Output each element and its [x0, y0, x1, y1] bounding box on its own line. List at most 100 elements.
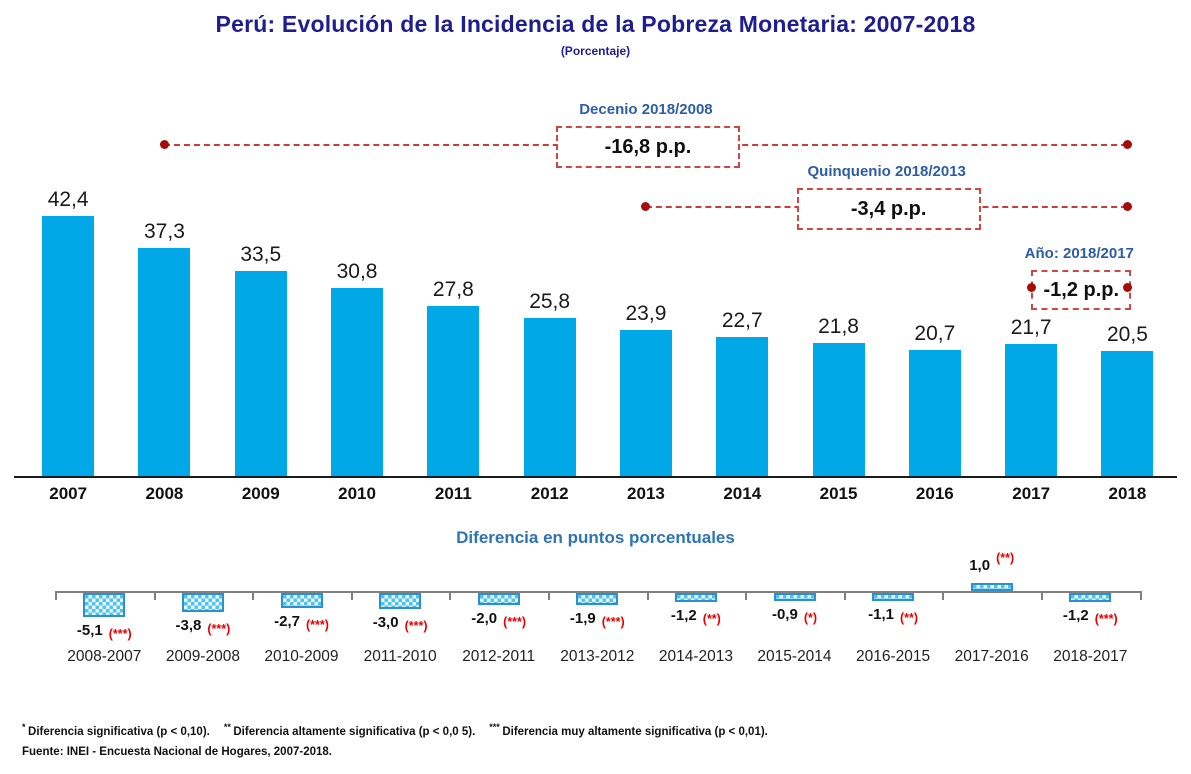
diff-significance-marker: (***) — [207, 622, 231, 637]
bar-2017 — [1005, 343, 1058, 477]
diff-bar-2010-2009 — [280, 593, 323, 608]
bar-2015 — [812, 342, 865, 477]
annotation-label: Año: 2018/2017 — [1024, 245, 1134, 262]
x-axis-label: 2008 — [145, 484, 184, 503]
annotation-label: Quinquenio 2018/2013 — [807, 163, 966, 180]
bar-value-label: 27,8 — [432, 278, 474, 302]
diff-significance-marker: (***) — [305, 617, 329, 632]
diff-category-label: 2011-2010 — [363, 648, 437, 665]
annotation-endpoint-dot — [1122, 140, 1132, 149]
diff-value-label: -1,2 — [1062, 606, 1089, 624]
diff-value-label: -2,7 — [274, 612, 300, 630]
x-axis-label: 2017 — [1012, 484, 1051, 503]
bar-value-label: 23,9 — [625, 302, 667, 325]
x-axis-label: 2018 — [1108, 484, 1147, 503]
x-axis-label: 2012 — [530, 484, 569, 503]
diff-significance-marker: (***) — [601, 614, 625, 629]
diff-value-group: -2,7 (***) — [232, 612, 372, 632]
diff-value-group: -3,8 (***) — [133, 617, 273, 637]
diff-bar-2012-2011 — [477, 593, 520, 605]
diff-value-group: -1,1 (**) — [823, 606, 963, 626]
axis-tick — [55, 592, 57, 600]
diff-value-group: -2,0 (***) — [429, 610, 569, 629]
diff-value-group: -1,2 (**) — [626, 607, 766, 626]
diff-value-group: -0,9 (*) — [725, 605, 865, 625]
bar-value-label: 21,8 — [818, 314, 859, 338]
axis-tick — [1139, 592, 1142, 600]
diff-significance-marker: (*) — [803, 610, 818, 625]
bar-value-label: 42,4 — [47, 188, 89, 212]
footnote-segment: *** Diferencia muy altamente significati… — [489, 722, 768, 738]
diff-value-group: -1,2 (***) — [1020, 606, 1160, 626]
x-axis-label: 2016 — [915, 484, 954, 503]
axis-tick — [942, 592, 945, 600]
bar-2009 — [234, 270, 287, 477]
annotation-value-box: -3,4 p.p. — [796, 188, 981, 230]
diff-bar-2018-2017 — [1069, 593, 1112, 602]
axis-tick — [745, 592, 748, 600]
diff-significance-marker: (**) — [996, 551, 1015, 565]
bar-2013 — [619, 330, 672, 477]
bar-value-label: 25,8 — [529, 290, 571, 314]
source-footnote: Fuente: INEI - Encuesta Nacional de Hoga… — [22, 746, 332, 758]
x-axis-label: 2014 — [723, 484, 762, 503]
diff-value-label: -3,8 — [175, 617, 202, 635]
diff-value-group: -3,0 (***) — [330, 614, 470, 633]
diff-value-label: -0,9 — [771, 605, 798, 623]
axis-tick — [646, 592, 649, 600]
diff-category-label: 2015-2014 — [757, 648, 832, 665]
diff-category-label: 2013-2012 — [560, 648, 635, 665]
annotation-label: Decenio 2018/2008 — [579, 101, 713, 118]
bar-value-label: 21,7 — [1010, 315, 1052, 339]
bar-2007 — [42, 216, 95, 477]
diff-value-label: -1,1 — [868, 606, 894, 624]
diff-chart-title: Diferencia en puntos porcentuales — [456, 528, 735, 547]
x-axis-label: 2010 — [338, 484, 376, 503]
bar-value-label: 30,8 — [336, 259, 378, 283]
diff-bar-2009-2008 — [181, 593, 224, 613]
diff-value-group: -5,1 (***) — [34, 622, 174, 642]
diff-value-group: 1,0 (**) — [922, 551, 1062, 574]
diff-category-label: 2016-2015 — [856, 648, 931, 665]
x-axis-label: 2013 — [627, 484, 665, 503]
diff-category-label: 2010-2009 — [264, 648, 339, 665]
bar-2018 — [1101, 350, 1154, 477]
diff-significance-marker: (***) — [1094, 611, 1118, 626]
bar-2012 — [523, 318, 576, 477]
x-axis-label: 2007 — [49, 484, 88, 503]
x-axis-label: 2009 — [241, 484, 280, 503]
diff-category-label: 2017-2016 — [954, 648, 1029, 665]
diff-bar-2014-2013 — [674, 593, 717, 602]
diff-bar-2015-2014 — [773, 593, 816, 601]
diff-category-label: 2008-2007 — [67, 648, 142, 665]
annotation-endpoint-dot — [641, 202, 651, 211]
diff-bar-2016-2015 — [872, 593, 915, 602]
diff-category-label: 2012-2011 — [462, 648, 536, 665]
diff-bar-2013-2012 — [576, 593, 619, 605]
diff-significance-marker: (***) — [108, 627, 132, 642]
main-x-axis — [14, 476, 1177, 478]
bar-2011 — [427, 306, 480, 477]
diff-significance-marker: (**) — [899, 611, 919, 626]
bar-value-label: 33,5 — [240, 242, 282, 266]
diff-bar-2011-2010 — [379, 593, 422, 609]
bar-value-label: 22,7 — [721, 309, 763, 333]
diff-significance-marker: (***) — [404, 619, 428, 633]
bar-value-label: 20,7 — [914, 321, 956, 345]
diff-value-group: -1,9 (***) — [527, 610, 667, 629]
annotation-endpoint-dot — [1026, 283, 1036, 292]
diff-bar-2008-2007 — [83, 593, 126, 618]
diff-x-axis — [55, 591, 1142, 593]
x-axis-label: 2011 — [434, 484, 472, 503]
x-axis-label: 2015 — [819, 484, 858, 503]
page-title: Perú: Evolución de la Incidencia de la P… — [215, 11, 976, 37]
diff-value-label: -2,0 — [471, 610, 498, 627]
annotation-endpoint-dot — [1122, 283, 1132, 292]
bar-2016 — [908, 349, 961, 477]
footnote-segment: * Diferencia significativa (p < 0,10). — [22, 722, 210, 738]
diff-category-label: 2009-2008 — [165, 648, 240, 665]
diff-significance-marker: (**) — [702, 611, 721, 626]
axis-tick — [1041, 592, 1043, 600]
